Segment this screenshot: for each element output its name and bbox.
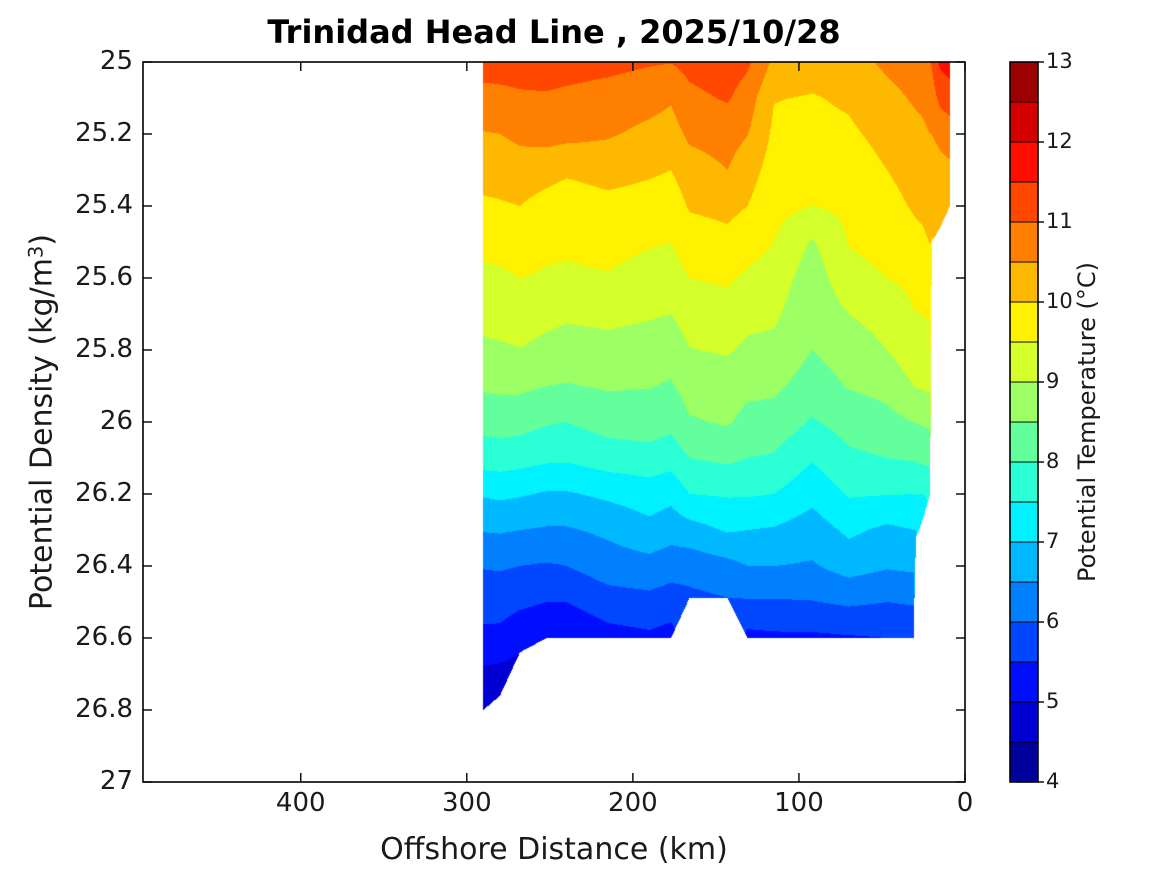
chart-title: Trinidad Head Line , 2025/10/28 [267, 13, 841, 51]
contour-field-canvas [143, 62, 965, 782]
y-axis-label-superscript: 3 [24, 245, 48, 259]
y-tick-label-25: 25 [99, 46, 133, 76]
colorbar-band-9 [1009, 341, 1039, 383]
colorbar-tick-label-8: 8 [1046, 449, 1060, 473]
y-tick-label-25.6: 25.6 [75, 262, 133, 292]
colorbar-band-7 [1009, 501, 1039, 543]
y-tick-label-25.8: 25.8 [75, 334, 133, 364]
colorbar-band-8 [1009, 421, 1039, 463]
colorbar-band-5.5 [1009, 621, 1039, 663]
plot-border [142, 61, 966, 783]
x-tick-label-0: 0 [956, 788, 974, 818]
colorbar-tick-label-9: 9 [1046, 369, 1060, 393]
colorbar-band-11.5 [1009, 141, 1039, 183]
colorbar-band-8.5 [1009, 381, 1039, 423]
colorbar-band-12 [1009, 101, 1039, 143]
x-tick-label-100: 100 [774, 788, 824, 818]
x-tick-label-300: 300 [441, 788, 492, 818]
x-tick-label-200: 200 [608, 788, 658, 818]
x-axis-ticks [300, 62, 966, 782]
colorbar-band-9.5 [1009, 301, 1039, 343]
colorbar-tick-label-7: 7 [1046, 529, 1060, 553]
y-tick-label-26.2: 26.2 [75, 478, 133, 508]
y-tick-label-25.4: 25.4 [75, 190, 133, 220]
colorbar-band-6 [1009, 581, 1039, 623]
y-tick-label-26.8: 26.8 [75, 694, 133, 724]
y-tick-label-26.4: 26.4 [75, 550, 133, 580]
colorbar-band-5 [1009, 661, 1039, 703]
colorbar [1009, 61, 1044, 783]
colorbar-band-7.5 [1009, 461, 1039, 503]
y-tick-label-27: 27 [99, 766, 133, 796]
colorbar-tick-label-4: 4 [1046, 769, 1060, 793]
colorbar-band-4.5 [1009, 701, 1039, 743]
colorbar-band-11 [1009, 181, 1039, 223]
x-axis-label: Offshore Distance (km) [380, 832, 728, 867]
colorbar-tick-label-13: 13 [1046, 49, 1073, 73]
colorbar-tick-label-10: 10 [1046, 289, 1073, 313]
colorbar-tick-label-11: 11 [1046, 209, 1073, 233]
y-tick-label-25.2: 25.2 [75, 118, 133, 148]
colorbar-band-4 [1009, 741, 1039, 783]
y-tick-label-26: 26 [99, 406, 133, 436]
y-tick-label-26.6: 26.6 [75, 622, 133, 652]
colorbar-tick-label-6: 6 [1046, 609, 1060, 633]
colorbar-tick-label-5: 5 [1046, 689, 1060, 713]
colorbar-band-10.5 [1009, 221, 1039, 263]
y-axis-ticks [143, 61, 965, 783]
colorbar-border [1009, 61, 1039, 783]
colorbar-tick-label-12: 12 [1046, 129, 1073, 153]
x-tick-label-400: 400 [275, 788, 326, 818]
colorbar-band-12.5 [1009, 61, 1039, 103]
y-axis-label-close: ) [24, 233, 60, 246]
colorbar-band-10 [1009, 261, 1039, 303]
colorbar-band-6.5 [1009, 541, 1039, 583]
